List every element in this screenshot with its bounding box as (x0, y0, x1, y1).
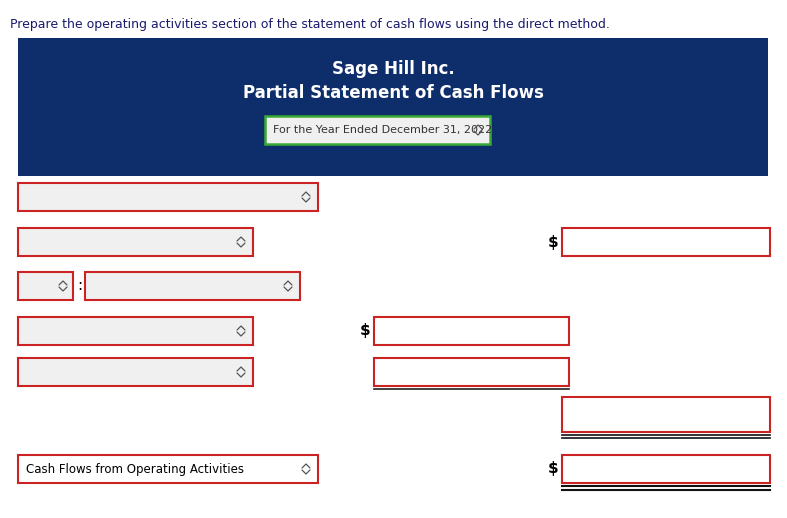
Text: :: : (77, 279, 83, 294)
Bar (18, 38, 768, 176)
Bar (18, 358, 253, 386)
Bar (18, 455, 318, 483)
Text: Sage Hill Inc.: Sage Hill Inc. (331, 60, 454, 78)
Bar (374, 317, 569, 345)
Text: $: $ (548, 235, 559, 250)
Text: For the Year Ended December 31, 2022: For the Year Ended December 31, 2022 (273, 125, 492, 135)
Text: $: $ (548, 462, 559, 477)
Text: Prepare the operating activities section of the statement of cash flows using th: Prepare the operating activities section… (10, 18, 610, 31)
Bar (18, 183, 318, 211)
Bar (18, 228, 253, 256)
Bar (374, 358, 569, 386)
Bar (18, 317, 253, 345)
Bar (85, 272, 300, 300)
Text: Cash Flows from Operating Activities: Cash Flows from Operating Activities (26, 463, 244, 476)
Text: $: $ (360, 324, 371, 338)
Bar (265, 116, 490, 144)
Bar (562, 397, 770, 432)
Bar (18, 272, 73, 300)
Text: Partial Statement of Cash Flows: Partial Statement of Cash Flows (242, 84, 544, 102)
Bar (562, 228, 770, 256)
Bar (562, 455, 770, 483)
